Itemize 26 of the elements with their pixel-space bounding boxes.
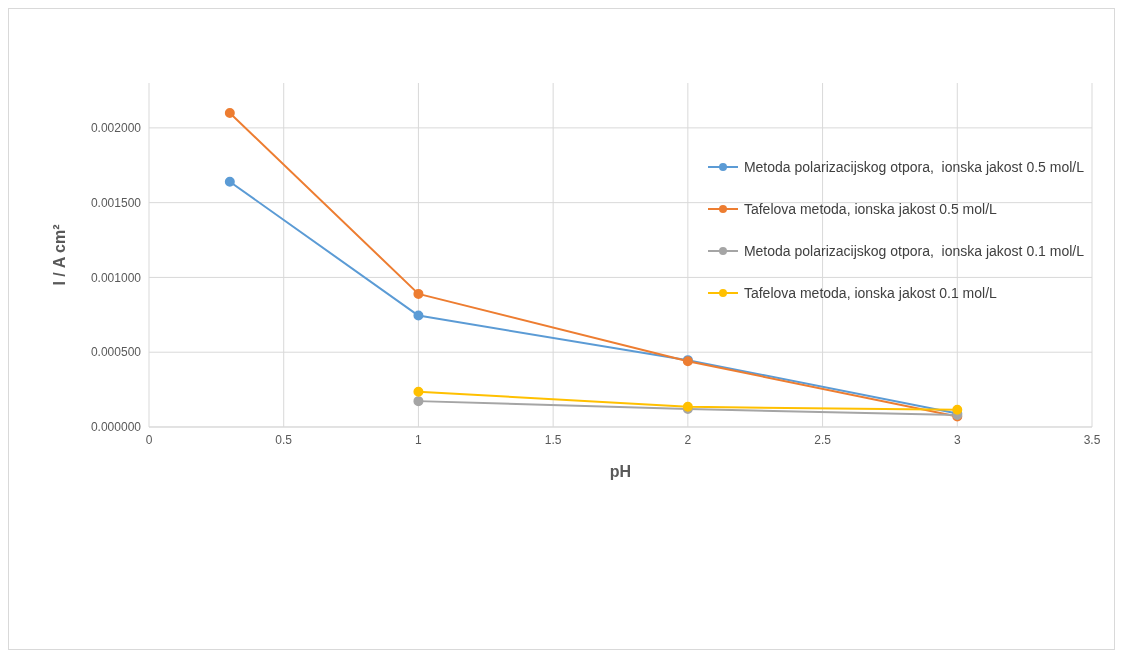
legend-label: Metoda polarizacijskog otpora, ionska jakost 0.1 mol/L [743,243,1084,259]
x-axis-title: pH [609,463,632,480]
point [952,404,963,415]
y-tick-label: 0.001500 [90,195,142,210]
x-tick-label: 2 [684,432,692,447]
x-tick-label: 2.5 [814,432,832,447]
x-tick-label: 3.5 [1083,432,1101,447]
y-axis-title: I / A cm² [50,224,68,286]
point [413,396,424,407]
point [413,310,424,321]
point [413,386,424,397]
x-tick-label: 0.5 [275,432,293,447]
x-tick-label: 3 [953,432,961,447]
y-tick-label: 0.001000 [90,270,142,285]
y-tick-label: 0.000000 [90,420,142,435]
legend-label: Tafelova metoda, ionska jakost 0.5 mol/L [743,201,997,217]
y-tick-label: 0.000500 [90,345,142,360]
point [224,107,235,118]
legend-label: Metoda polarizacijskog otpora, ionska jakost 0.5 mol/L [743,159,1084,175]
x-tick-label: 1.5 [544,432,562,447]
point [224,176,235,187]
legend-label: Tafelova metoda, ionska jakost 0.1 mol/L [743,285,997,301]
point [413,288,424,299]
y-tick-label: 0.002000 [90,121,142,136]
x-tick-label: 1 [415,432,423,447]
x-tick-label: 0 [145,432,153,447]
